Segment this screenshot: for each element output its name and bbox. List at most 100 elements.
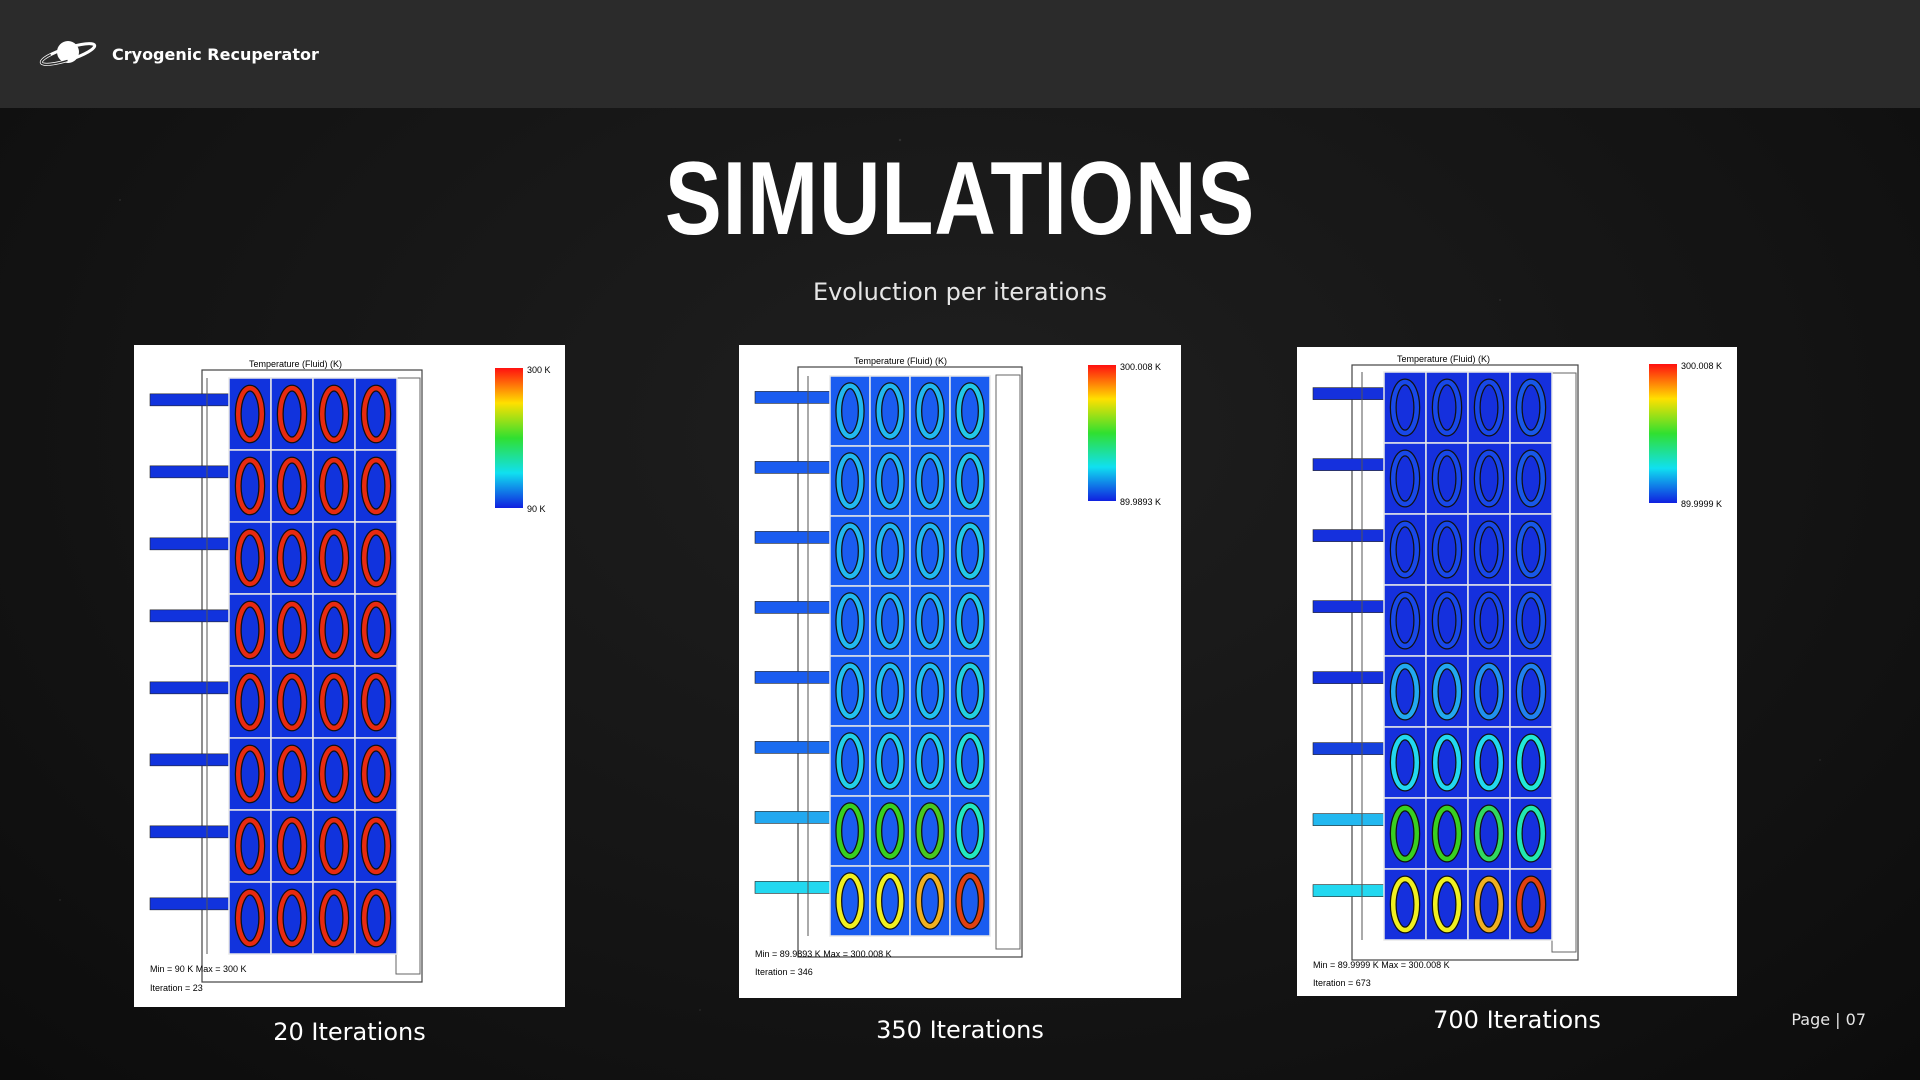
temperature-ring xyxy=(277,457,307,515)
temperature-ring xyxy=(361,673,391,731)
inlet-tube xyxy=(1312,884,1385,897)
temperature-ring xyxy=(956,873,984,929)
temperature-ring xyxy=(876,523,904,579)
temperature-ring xyxy=(1474,521,1504,578)
temperature-ring xyxy=(1390,876,1420,933)
temperature-ring xyxy=(876,873,904,929)
temperature-ring xyxy=(1390,734,1420,791)
temperature-ring xyxy=(876,733,904,789)
temperature-ring xyxy=(277,745,307,803)
plot-title: Temperature (Fluid) (K) xyxy=(1397,354,1490,364)
inlet-tube xyxy=(149,681,230,695)
page-subtitle: Evoluction per iterations xyxy=(812,278,1108,306)
temperature-ring xyxy=(1432,734,1462,791)
inlet-tube xyxy=(754,391,831,404)
temperature-ring xyxy=(235,385,265,443)
inlet-tube xyxy=(754,601,831,614)
temperature-ring xyxy=(1432,663,1462,720)
planet-ring-icon xyxy=(38,34,98,74)
inlet-tube xyxy=(754,811,831,824)
temperature-ring xyxy=(319,529,349,587)
temperature-ring xyxy=(277,601,307,659)
temperature-ring xyxy=(1474,805,1504,862)
temperature-ring xyxy=(235,889,265,947)
temperature-ring xyxy=(235,529,265,587)
temperature-ring xyxy=(319,601,349,659)
inlet-tube xyxy=(1312,600,1385,613)
temperature-ring xyxy=(235,601,265,659)
temperature-ring xyxy=(277,817,307,875)
colorbar-min-label: 90 K xyxy=(527,504,546,514)
temperature-ring xyxy=(1390,663,1420,720)
temperature-ring xyxy=(319,745,349,803)
temperature-ring xyxy=(876,803,904,859)
inlet-tube xyxy=(754,461,831,474)
min-max-label: Min = 90 K Max = 300 K xyxy=(150,964,247,974)
simulation-panel-2: Temperature (Fluid) (K) 300.008 K 89.9893 … xyxy=(739,345,1181,998)
temperature-ring xyxy=(956,593,984,649)
temperature-ring xyxy=(277,889,307,947)
page-title: SIMULATIONS xyxy=(664,141,1256,257)
brand[interactable]: Cryogenic Recuperator xyxy=(38,34,319,74)
temperature-ring xyxy=(319,385,349,443)
temperature-ring xyxy=(1432,521,1462,578)
temperature-ring xyxy=(916,593,944,649)
temperature-colorbar xyxy=(1088,365,1116,501)
temperature-ring xyxy=(916,453,944,509)
temperature-ring xyxy=(836,873,864,929)
temperature-ring xyxy=(361,817,391,875)
temperature-ring xyxy=(836,803,864,859)
temperature-ring xyxy=(361,385,391,443)
housing-channel xyxy=(995,374,1021,950)
colorbar-max-label: 300 K xyxy=(527,365,551,375)
temperature-ring xyxy=(1432,450,1462,507)
colorbar-min-label: 89.9893 K xyxy=(1120,497,1161,507)
temperature-ring xyxy=(1390,379,1420,436)
min-max-label: Min = 89.9893 K Max = 300.008 K xyxy=(755,949,892,959)
temperature-ring xyxy=(1516,592,1546,649)
min-max-label: Min = 89.9999 K Max = 300.008 K xyxy=(1313,960,1450,970)
housing-outline xyxy=(1351,364,1579,961)
housing-channel xyxy=(395,377,421,975)
temperature-ring xyxy=(235,673,265,731)
temperature-ring xyxy=(319,457,349,515)
colorbar-max-label: 300.008 K xyxy=(1120,362,1161,372)
page-number: Page | 07 xyxy=(1791,1010,1866,1029)
temperature-ring xyxy=(319,673,349,731)
temperature-ring xyxy=(836,523,864,579)
inlet-tube xyxy=(754,671,831,684)
temperature-ring xyxy=(1516,876,1546,933)
inlet-tube xyxy=(754,741,831,754)
inlet-tube xyxy=(1312,813,1385,826)
inlet-tube xyxy=(149,609,230,623)
temperature-ring xyxy=(235,817,265,875)
temperature-ring xyxy=(319,889,349,947)
plot-title: Temperature (Fluid) (K) xyxy=(854,356,947,366)
temperature-ring xyxy=(319,817,349,875)
inlet-tube xyxy=(149,825,230,839)
temperature-ring xyxy=(956,523,984,579)
temperature-ring xyxy=(916,803,944,859)
temperature-ring xyxy=(235,745,265,803)
simulation-panel-1: Temperature (Fluid) (K) 300 K 90 K Min = 90… xyxy=(134,345,565,1007)
inlet-tube xyxy=(1312,387,1385,400)
inlet-tube xyxy=(754,881,831,894)
inlet-tube xyxy=(149,393,230,407)
brand-name: Cryogenic Recuperator xyxy=(112,44,319,64)
plot-title: Temperature (Fluid) (K) xyxy=(249,359,342,369)
inlet-tube xyxy=(1312,742,1385,755)
temperature-ring xyxy=(1474,592,1504,649)
simulation-plot-1: Temperature (Fluid) (K) 300 K 90 K Min = 90… xyxy=(149,359,551,993)
caption-panel-3: 700 Iterations xyxy=(1433,1006,1601,1034)
temperature-ring xyxy=(1474,450,1504,507)
temperature-ring xyxy=(836,593,864,649)
colorbar-min-label: 89.9999 K xyxy=(1681,499,1722,509)
temperature-ring xyxy=(836,733,864,789)
colorbar-max-label: 300.008 K xyxy=(1681,361,1722,371)
caption-panel-2: 350 Iterations xyxy=(876,1016,1044,1044)
temperature-ring xyxy=(916,383,944,439)
iteration-label: Iteration = 673 xyxy=(1313,978,1371,988)
inlet-tube xyxy=(1312,671,1385,684)
temperature-ring xyxy=(1474,734,1504,791)
temperature-ring xyxy=(361,601,391,659)
